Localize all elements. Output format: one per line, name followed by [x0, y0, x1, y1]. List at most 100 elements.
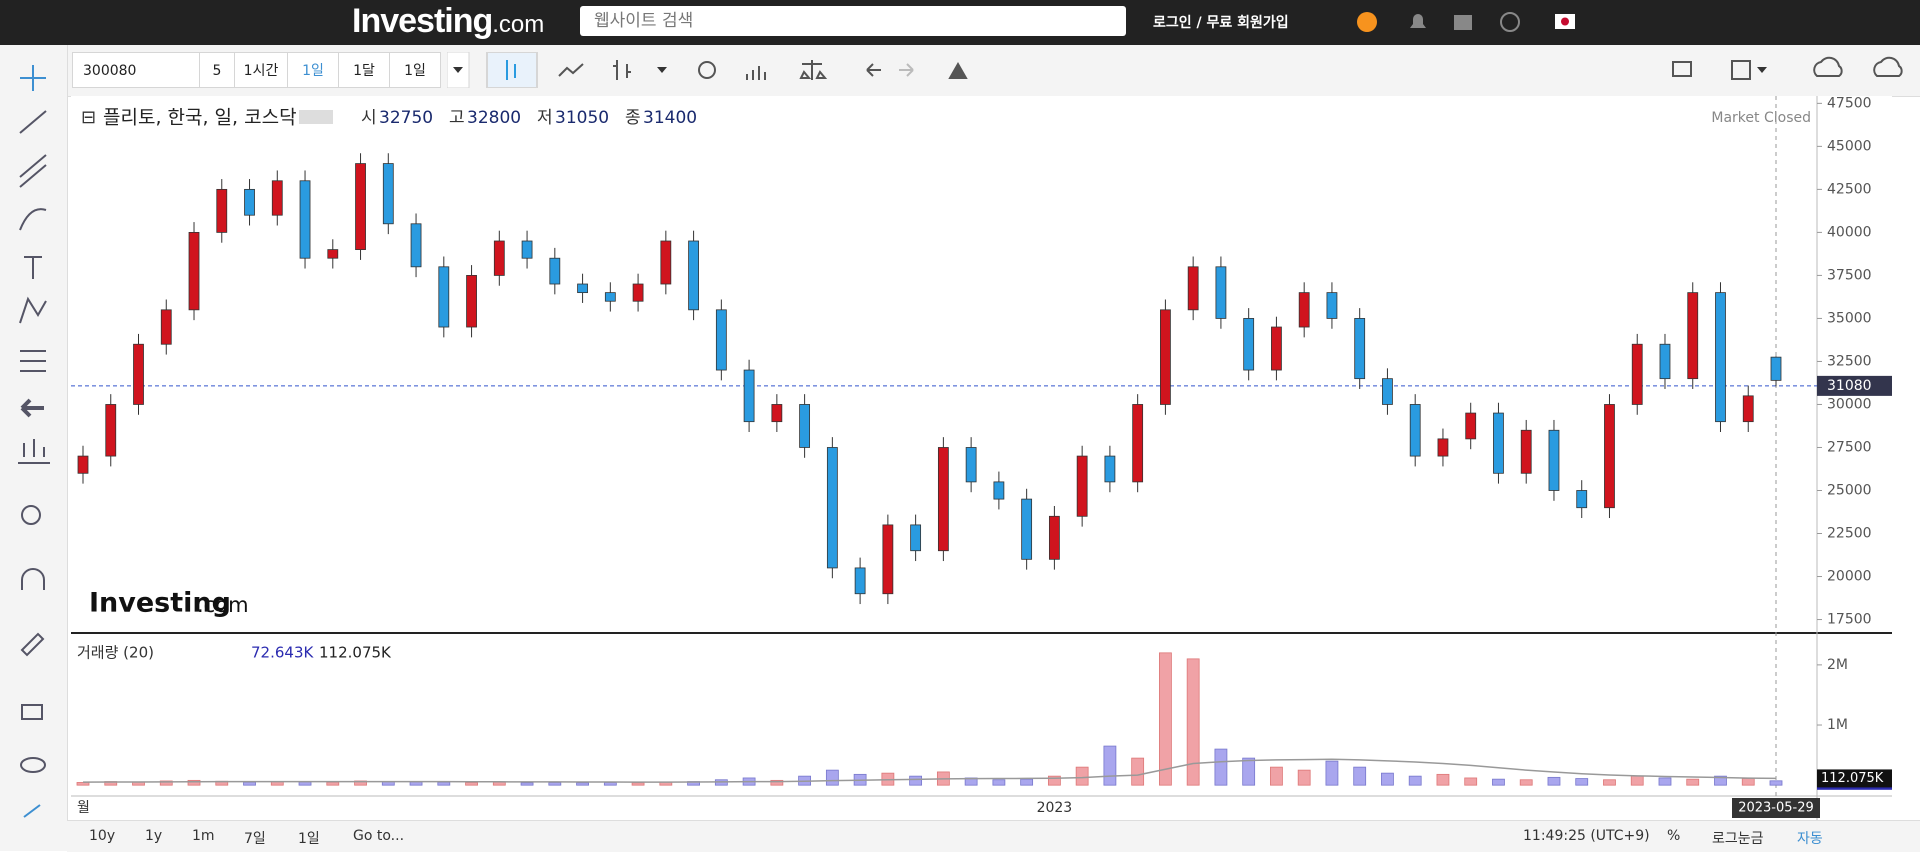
- icon[interactable]: [1410, 14, 1426, 28]
- zoom-tool[interactable]: [21, 505, 41, 525]
- candle-body: [1104, 455, 1116, 483]
- candle-body: [133, 343, 144, 405]
- link-tool[interactable]: [23, 804, 41, 818]
- vol-tick-label: 2M: [1827, 657, 1848, 673]
- goto-button[interactable]: Go to...: [353, 828, 405, 844]
- magnet-tool[interactable]: [21, 568, 45, 590]
- chart-type[interactable]: [486, 52, 538, 88]
- brush-tool[interactable]: [19, 208, 47, 231]
- y-tick-label: 40000: [1827, 224, 1872, 240]
- y-tick-label: 35000: [1827, 310, 1872, 326]
- top-bar: Investing.com 웹사이트 검색 로그인 / 무료 회원가입: [0, 0, 1920, 45]
- volume-ma-line: [82, 758, 1777, 783]
- icon: [1561, 17, 1569, 26]
- symbol-input[interactable]: 300080: [72, 52, 200, 88]
- date-box: [1732, 798, 1820, 818]
- volume-bar: [1325, 760, 1339, 786]
- candle-body: [271, 180, 283, 216]
- line-tool[interactable]: [19, 110, 47, 134]
- search-box[interactable]: 웹사이트 검색: [580, 6, 1126, 36]
- candle-body: [660, 240, 672, 285]
- candle-body: [1465, 412, 1477, 440]
- volume-bar: [1519, 779, 1533, 786]
- candle-body: [771, 404, 783, 423]
- tool-icons: [18, 65, 50, 818]
- range-button[interactable]: 1y: [145, 828, 163, 844]
- lock-draw-tool[interactable]: [20, 632, 45, 657]
- back-tool[interactable]: [20, 398, 44, 418]
- fib-tool[interactable]: [20, 350, 46, 372]
- candle-body: [216, 188, 228, 233]
- volume-bar: [1492, 778, 1505, 786]
- icon[interactable]: [1731, 60, 1751, 80]
- volume-bar: [1686, 778, 1700, 786]
- interval-button[interactable]: 1달: [338, 52, 390, 88]
- logo[interactable]: Investing.com: [352, 2, 544, 41]
- volume-bar: [1159, 652, 1172, 786]
- auto-button[interactable]: 자동: [1797, 831, 1823, 847]
- y-tick-label: 37500: [1827, 267, 1872, 283]
- volume-bar: [1547, 776, 1561, 786]
- interval-button[interactable]: 1시간: [234, 52, 288, 88]
- icon[interactable]: [657, 67, 667, 73]
- login-link[interactable]: 로그인 / 무료 회원가입: [1153, 15, 1289, 31]
- y-tick-label: 27500: [1827, 439, 1872, 455]
- volume-bar: [1603, 779, 1616, 786]
- candle-body: [1187, 266, 1199, 311]
- icon[interactable]: [1454, 15, 1472, 30]
- icon[interactable]: [746, 66, 766, 80]
- icon[interactable]: [613, 60, 631, 80]
- interval-button[interactable]: 1일: [389, 52, 441, 88]
- channel-tool[interactable]: [19, 154, 47, 188]
- candle-body: [1742, 395, 1754, 423]
- volume-bar: [1020, 778, 1034, 786]
- toolbar: 300080 5 1시간 1일 1달 1일: [67, 45, 1920, 97]
- icon[interactable]: [1873, 56, 1903, 77]
- volume-bar: [492, 781, 506, 786]
- range-button[interactable]: 10y: [89, 828, 116, 844]
- log-button[interactable]: 로그눈금: [1712, 831, 1764, 847]
- candle-body: [1770, 356, 1782, 381]
- range-button[interactable]: 7일: [244, 831, 266, 847]
- crosshair-date: 2023-05-29: [1738, 801, 1814, 816]
- volume-bar: [631, 782, 645, 786]
- chart-tool[interactable]: [18, 439, 50, 464]
- icon[interactable]: [1500, 12, 1520, 32]
- candle-body: [937, 447, 949, 552]
- y-tick-label: 17500: [1827, 612, 1872, 628]
- volume-bar: [825, 769, 839, 786]
- candle-body: [826, 447, 838, 569]
- interval-button[interactable]: 5: [199, 52, 235, 88]
- icon[interactable]: [1357, 12, 1377, 32]
- last-price-box: [1817, 375, 1892, 396]
- lock-tool[interactable]: [21, 704, 43, 720]
- volume-bar: [1214, 748, 1228, 786]
- candle-body: [604, 292, 616, 302]
- text-tool[interactable]: [24, 256, 42, 279]
- x-tick-label: 월: [77, 800, 90, 816]
- eye-tool[interactable]: [20, 757, 46, 773]
- volume-bar: [243, 781, 256, 786]
- range-button[interactable]: 1일: [298, 831, 320, 847]
- clock: 11:49:25 (UTC+9): [1523, 828, 1650, 844]
- icon[interactable]: [698, 61, 716, 79]
- icon[interactable]: [1672, 61, 1692, 77]
- icon[interactable]: [1813, 56, 1843, 77]
- range-button[interactable]: 1m: [192, 828, 215, 844]
- icon[interactable]: [1757, 67, 1767, 73]
- pattern-tool[interactable]: [19, 296, 47, 324]
- candle-body: [1354, 318, 1366, 380]
- icon[interactable]: [866, 63, 881, 77]
- percent-button[interactable]: %: [1667, 828, 1681, 844]
- icon[interactable]: [948, 61, 968, 79]
- ohlc-value: 31400: [643, 108, 697, 128]
- collapse-icon[interactable]: ⊟: [81, 107, 96, 128]
- interval-button[interactable]: 1일: [287, 52, 339, 88]
- volume-ma-legend: 112.075K: [319, 644, 392, 662]
- icon[interactable]: [558, 63, 584, 77]
- ohlc-value: 32800: [467, 108, 521, 128]
- crosshair-tool[interactable]: [20, 65, 46, 91]
- icon[interactable]: [799, 60, 828, 80]
- volume-bar: [1741, 778, 1755, 786]
- y-tick-label: 25000: [1827, 482, 1872, 498]
